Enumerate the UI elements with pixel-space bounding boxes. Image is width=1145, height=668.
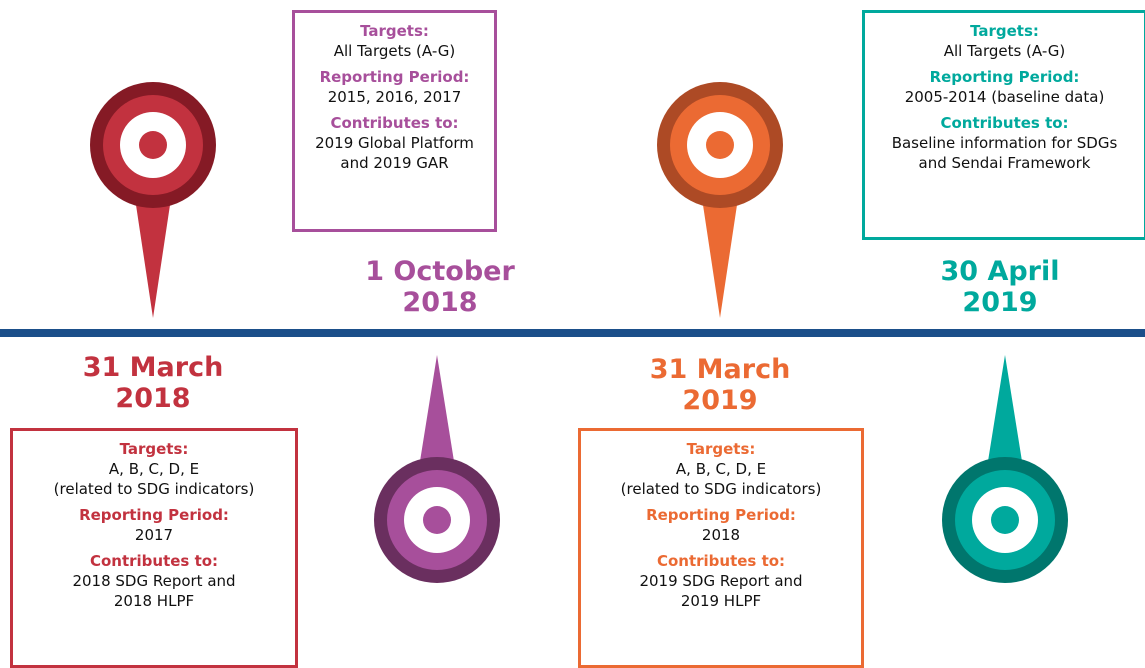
- pin-dot: [423, 506, 451, 534]
- box-section: Targets: A, B, C, D, E (related to SDG ind…: [581, 439, 861, 499]
- date-line: 1 October: [365, 256, 515, 287]
- section-text: 2017: [134, 526, 174, 544]
- date-line: 31 March: [649, 354, 791, 385]
- section-text: 2019 HLPF: [680, 592, 762, 610]
- box-section: Contributes to: 2018 SDG Report and 2018 H…: [13, 551, 295, 611]
- box-section: Targets: A, B, C, D, E (related to SDG ind…: [13, 439, 295, 499]
- section-text: 2018: [701, 526, 741, 544]
- box-section: Contributes to: Baseline information for …: [865, 113, 1144, 173]
- pin-tail: [133, 185, 173, 318]
- box-section: Reporting Period: 2018: [581, 505, 861, 545]
- section-label: Reporting Period:: [929, 68, 1080, 86]
- box-section: Contributes to: 2019 SDG Report and 2019 H…: [581, 551, 861, 611]
- box-section: Targets: All Targets (A-G): [865, 21, 1144, 61]
- milestone-box: Targets: All Targets (A-G) Reporting Perio…: [862, 10, 1145, 240]
- section-label: Reporting Period:: [79, 506, 229, 524]
- section-text: A, B, C, D, E: [675, 460, 767, 478]
- section-text: 2018 HLPF: [113, 592, 195, 610]
- milestone-date: 1 October 2018: [320, 256, 560, 318]
- section-text: 2015, 2016, 2017: [327, 88, 462, 106]
- date-line: 30 April: [940, 256, 1060, 287]
- milestone-box: Targets: A, B, C, D, E (related to SDG ind…: [578, 428, 864, 668]
- timeline: [0, 82, 1145, 583]
- box-section: Contributes to: 2019 Global Platform and 2…: [295, 113, 494, 173]
- box-section: Reporting Period: 2005-2014 (baseline dat…: [865, 67, 1144, 107]
- section-text: A, B, C, D, E: [108, 460, 200, 478]
- section-text: All Targets (A-G): [943, 42, 1066, 60]
- box-section: Targets: All Targets (A-G): [295, 21, 494, 61]
- page: {"milestones": [ {"date": ["31 March", "…: [0, 10, 1145, 668]
- section-text: 2019 Global Platform: [315, 134, 474, 152]
- pin-dot: [139, 131, 167, 159]
- milestone-date: 31 March 2019: [600, 354, 840, 416]
- milestone-box: Targets: A, B, C, D, E (related to SDG ind…: [10, 428, 298, 668]
- milestone-date: 30 April 2019: [880, 256, 1120, 318]
- box-section: Reporting Period: 2017: [13, 505, 295, 545]
- section-label: Targets:: [686, 440, 756, 458]
- section-label: Targets:: [360, 22, 429, 40]
- section-text: 2005-2014 (baseline data): [904, 88, 1105, 106]
- section-label: Contributes to:: [330, 114, 459, 132]
- section-text: and Sendai Framework: [918, 154, 1091, 172]
- pin-tail: [417, 355, 457, 480]
- pin-dot: [706, 131, 734, 159]
- date-line: 2018: [115, 383, 191, 414]
- date-line: 2019: [962, 287, 1038, 318]
- section-text: Baseline information for SDGs: [891, 134, 1118, 152]
- box-section: Reporting Period: 2015, 2016, 2017: [295, 67, 494, 107]
- pin-tail: [985, 355, 1025, 480]
- section-label: Targets:: [970, 22, 1039, 40]
- pin-tail: [700, 185, 740, 318]
- section-text: 2018 SDG Report and: [72, 572, 236, 590]
- date-line: 2019: [682, 385, 758, 416]
- section-label: Contributes to:: [656, 552, 786, 570]
- date-line: 2018: [402, 287, 478, 318]
- section-label: Targets:: [119, 440, 189, 458]
- section-label: Contributes to:: [940, 114, 1069, 132]
- section-text: (related to SDG indicators): [620, 480, 822, 498]
- section-text: All Targets (A-G): [333, 42, 456, 60]
- section-text: (related to SDG indicators): [53, 480, 255, 498]
- milestone-date: 31 March 2018: [33, 352, 273, 414]
- section-text: and 2019 GAR: [340, 154, 449, 172]
- section-label: Contributes to:: [89, 552, 219, 570]
- date-line: 31 March: [82, 352, 224, 383]
- pin-dot: [991, 506, 1019, 534]
- timeline-axis: [0, 329, 1145, 337]
- section-label: Reporting Period:: [646, 506, 796, 524]
- section-label: Reporting Period:: [319, 68, 470, 86]
- section-text: 2019 SDG Report and: [639, 572, 803, 590]
- milestone-box: Targets: All Targets (A-G) Reporting Perio…: [292, 10, 497, 232]
